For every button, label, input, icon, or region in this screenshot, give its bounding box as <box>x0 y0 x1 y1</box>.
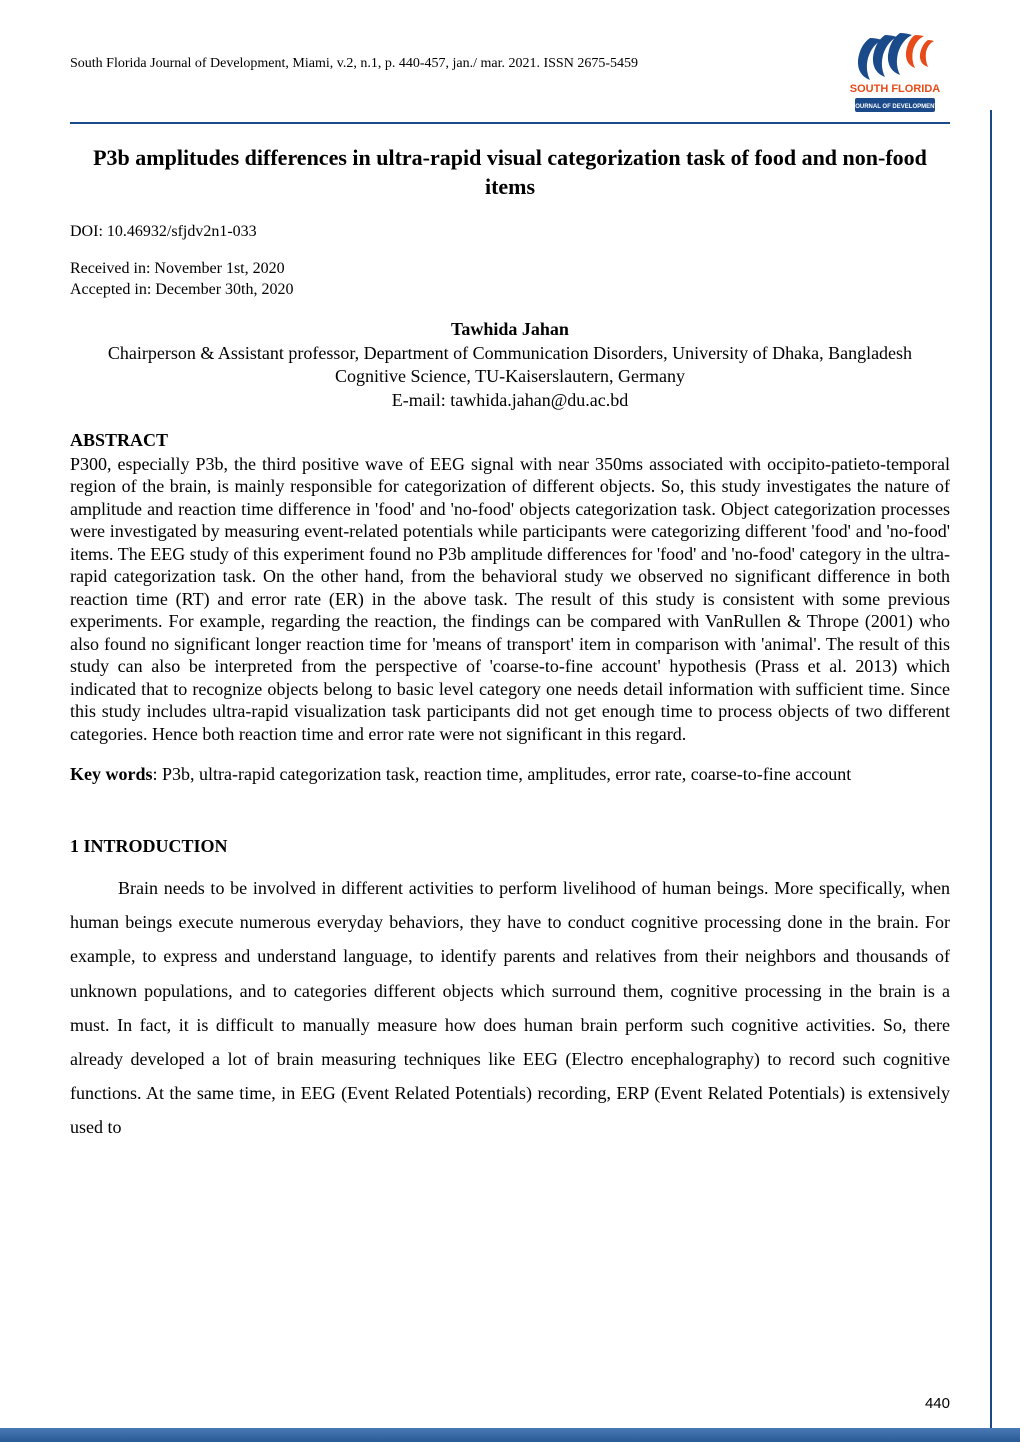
abstract-heading: ABSTRACT <box>70 430 950 451</box>
accepted-line: Accepted in: December 30th, 2020 <box>70 280 950 301</box>
received-date: November 1st, 2020 <box>154 260 284 277</box>
accepted-date: December 30th, 2020 <box>155 281 293 298</box>
abstract-text: P300, especially P3b, the third positive… <box>70 453 950 746</box>
logo-text-top: SOUTH FLORIDA <box>850 83 940 95</box>
accepted-label: Accepted in: <box>70 281 155 298</box>
introduction-text: Brain needs to be involved in different … <box>70 871 950 1145</box>
author-name: Tawhida Jahan <box>70 319 950 340</box>
author-email: tawhida.jahan@du.ac.bd <box>450 390 628 410</box>
page-number: 440 <box>925 1395 950 1412</box>
affiliation-line1: Chairperson & Assistant professor, Depar… <box>108 343 912 363</box>
footer-bar <box>0 1428 1020 1442</box>
header-divider <box>70 122 950 124</box>
email-label: E-mail: <box>392 390 450 410</box>
logo-svg: SOUTH FLORIDA JOURNAL OF DEVELOPMENT <box>840 30 950 120</box>
doi-value: 10.46932/sfjdv2n1-033 <box>107 223 257 240</box>
dates-block: Received in: November 1st, 2020 Accepted… <box>70 259 950 301</box>
author-affiliation: Chairperson & Assistant professor, Depar… <box>70 342 950 412</box>
journal-info: South Florida Journal of Development, Mi… <box>70 38 638 72</box>
introduction-heading: 1 INTRODUCTION <box>70 836 950 857</box>
right-border-line <box>990 110 992 1428</box>
doi-label: DOI: <box>70 223 107 240</box>
keywords-block: Key words: P3b, ultra-rapid categorizati… <box>70 763 950 786</box>
article-title: P3b amplitudes differences in ultra-rapi… <box>70 144 950 201</box>
received-line: Received in: November 1st, 2020 <box>70 259 950 280</box>
affiliation-line2: Cognitive Science, TU-Kaiserslautern, Ge… <box>335 366 685 386</box>
received-label: Received in: <box>70 260 154 277</box>
doi-line: DOI: 10.46932/sfjdv2n1-033 <box>70 223 950 241</box>
keywords-label: Key words <box>70 764 153 784</box>
logo-text-bottom: JOURNAL OF DEVELOPMENT <box>852 104 939 110</box>
journal-logo: SOUTH FLORIDA JOURNAL OF DEVELOPMENT <box>840 30 950 120</box>
keywords-text: : P3b, ultra-rapid categorization task, … <box>153 764 852 784</box>
page-header: South Florida Journal of Development, Mi… <box>70 38 950 118</box>
